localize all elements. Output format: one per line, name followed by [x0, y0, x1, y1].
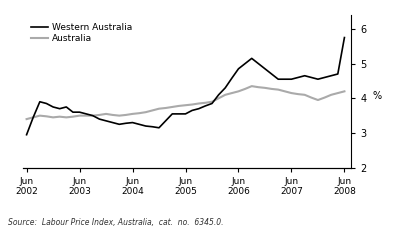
Text: Source:  Labour Price Index, Australia,  cat.  no.  6345.0.: Source: Labour Price Index, Australia, c… — [8, 218, 224, 227]
Y-axis label: %: % — [373, 91, 382, 101]
Legend: Western Australia, Australia: Western Australia, Australia — [28, 20, 136, 47]
